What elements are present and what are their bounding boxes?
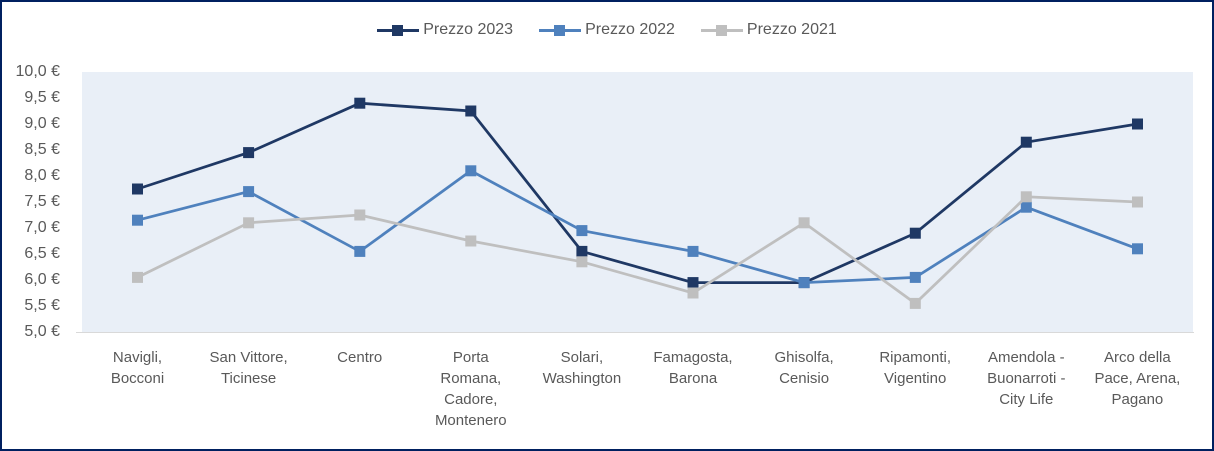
legend-label: Prezzo 2022 — [585, 21, 675, 38]
legend-item-prezzo-2023: Prezzo 2023 — [377, 21, 513, 39]
data-point-prezzo-2022 — [132, 214, 143, 226]
data-point-prezzo-2022 — [576, 225, 588, 237]
x-axis-category-label: San Vittore, Ticinese — [193, 347, 305, 389]
data-point-prezzo-2022 — [798, 277, 810, 289]
x-axis-category-label: Navigli, Bocconi — [82, 347, 194, 389]
legend-marker-prezzo-2022 — [539, 24, 582, 36]
x-axis-category-label-line: San Vittore, — [209, 349, 288, 366]
data-point-prezzo-2023 — [1020, 136, 1032, 148]
x-axis-category-label-line: Buonarroti - — [987, 370, 1066, 387]
x-axis-category-label-line: Montenero — [434, 412, 507, 429]
data-point-prezzo-2021 — [1020, 191, 1032, 203]
y-axis-tick-label: 5,0 € — [24, 323, 60, 340]
data-point-prezzo-2022 — [909, 271, 921, 283]
legend-label: Prezzo 2023 — [423, 21, 514, 38]
data-point-prezzo-2023 — [1132, 118, 1143, 130]
y-axis-tick-label: 7,5 € — [24, 193, 60, 210]
x-axis-category-label: Famagosta, Barona — [637, 347, 749, 389]
x-axis-category-label-line: Amendola - — [987, 349, 1065, 366]
legend-marker-prezzo-2023 — [377, 24, 420, 36]
x-axis-category-label-line: Famagosta, — [653, 349, 733, 366]
x-axis-category-label: Ripamonti, Vigentino — [859, 347, 971, 389]
data-point-prezzo-2022 — [1132, 243, 1143, 255]
data-point-prezzo-2023 — [909, 227, 921, 239]
chart-canvas — [82, 72, 1193, 332]
data-point-prezzo-2021 — [687, 287, 699, 299]
x-axis-category-label-line: Centro — [337, 349, 383, 366]
data-point-prezzo-2023 — [576, 245, 588, 257]
legend-marker-prezzo-2021 — [700, 24, 743, 36]
x-axis-category-label-line: Solari, — [560, 349, 604, 366]
x-axis-category-label-line: Washington — [542, 370, 622, 387]
data-point-prezzo-2023 — [243, 147, 255, 159]
x-axis-category-label-line: Ripamonti, — [879, 349, 952, 366]
y-axis-tick-label: 6,5 € — [24, 245, 60, 262]
y-axis-tick-label: 9,0 € — [24, 115, 60, 132]
y-axis-tick-label: 6,0 € — [24, 271, 60, 288]
x-axis-category-label: Amendola - Buonarroti - City Life — [970, 347, 1082, 410]
y-axis-tick-label: 5,5 € — [24, 297, 60, 314]
x-axis-category-label: Centro — [304, 347, 416, 368]
x-axis-category-label-line: Barona — [668, 370, 718, 387]
data-point-prezzo-2022 — [687, 245, 699, 257]
legend-item-prezzo-2022: Prezzo 2022 — [539, 21, 675, 39]
y-axis-tick-label: 8,0 € — [24, 167, 60, 184]
x-axis-category-label-line: Arco della — [1104, 349, 1171, 366]
data-point-prezzo-2022 — [354, 245, 366, 257]
x-axis-category-label-line: Cadore, — [444, 391, 498, 408]
x-axis-line — [76, 332, 1194, 333]
data-point-prezzo-2021 — [465, 235, 477, 247]
data-point-prezzo-2021 — [576, 256, 588, 268]
x-axis-category-label-line: Bocconi — [110, 370, 165, 387]
x-axis-category-label: Ghisolfa, Cenisio — [748, 347, 860, 389]
data-point-prezzo-2021 — [909, 297, 921, 309]
legend-item-prezzo-2021: Prezzo 2021 — [700, 21, 837, 39]
data-point-prezzo-2023 — [465, 105, 477, 117]
series-line-prezzo-2021 — [136, 195, 1138, 306]
data-point-prezzo-2021 — [132, 271, 143, 283]
series-line-prezzo-2022 — [137, 169, 1138, 284]
x-axis-category-label-line: Vigentino — [884, 370, 947, 387]
chart-legend: Prezzo 2023 Prezzo 2022 Prezzo 2021 — [2, 21, 1212, 39]
x-axis-category-label-line: Ticinese — [220, 370, 277, 387]
data-point-prezzo-2021 — [1132, 196, 1143, 208]
series-line-prezzo-2023 — [137, 101, 1138, 284]
x-axis-category-label-line: Navigli, — [112, 349, 163, 366]
y-axis-tick-label: 9,5 € — [24, 89, 60, 106]
data-point-prezzo-2021 — [354, 209, 366, 221]
x-axis-category-label: Arco della Pace, Arena, Pagano — [1081, 347, 1193, 410]
x-axis-category-label-line: Cenisio — [779, 370, 830, 387]
data-point-prezzo-2023 — [354, 97, 366, 109]
x-axis-category-label-line: Pace, Arena, — [1094, 370, 1181, 387]
x-axis-category-label-line: Ghisolfa, — [774, 349, 834, 366]
x-axis-category-label-line: Pagano — [1111, 391, 1164, 408]
x-axis-category-label-line: City Life — [999, 391, 1054, 408]
data-point-prezzo-2023 — [132, 183, 143, 195]
data-point-prezzo-2021 — [243, 217, 255, 229]
data-point-prezzo-2022 — [1020, 201, 1032, 213]
x-axis-category-label-line: Romana, — [440, 370, 502, 387]
y-axis-tick-label: 10,0 € — [15, 63, 60, 80]
x-axis-category-label-line: Porta — [452, 349, 489, 366]
x-axis-category-label: Porta Romana, Cadore, Montenero — [415, 347, 527, 431]
data-point-prezzo-2021 — [798, 217, 810, 229]
x-axis-category-label: Solari, Washington — [526, 347, 638, 389]
data-point-prezzo-2023 — [687, 277, 699, 289]
y-axis-tick-label: 7,0 € — [24, 219, 60, 236]
legend-label: Prezzo 2021 — [746, 21, 837, 38]
plot-area — [82, 72, 1193, 332]
y-axis-tick-label: 8,5 € — [24, 141, 60, 158]
data-point-prezzo-2022 — [243, 186, 255, 198]
data-point-prezzo-2022 — [465, 165, 477, 177]
